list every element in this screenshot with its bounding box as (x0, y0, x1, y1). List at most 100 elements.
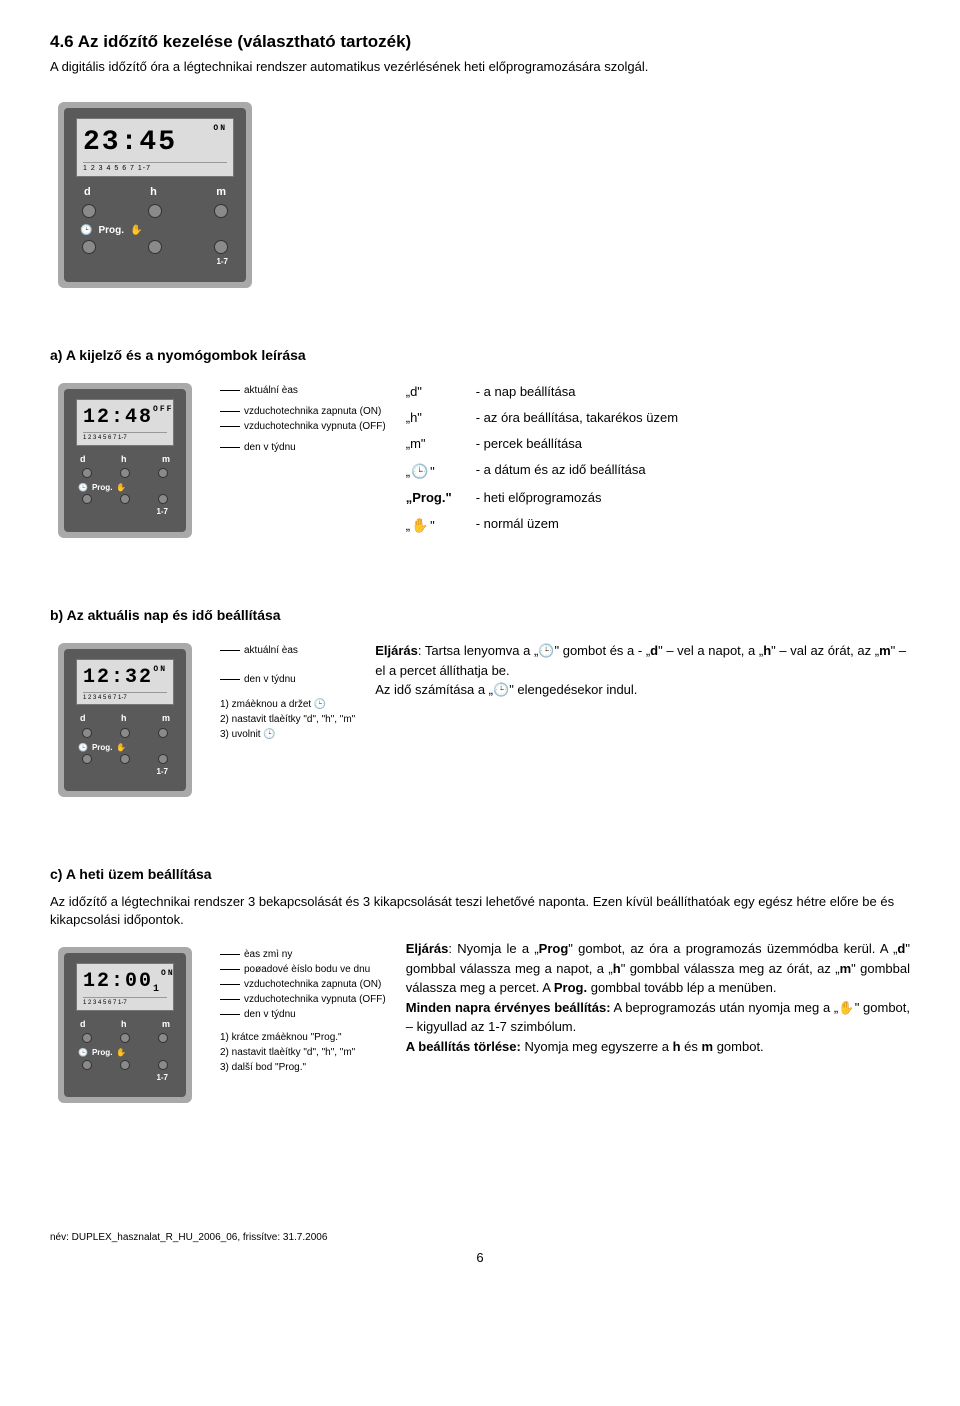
c-p2b: A beprogramozás után nyomja meg a „ (611, 1000, 839, 1015)
label-1-7: 1-7 (76, 254, 234, 267)
ann-b-s1: 1) zmáèknou a držet 🕒 (220, 697, 355, 712)
button-prog-c[interactable] (120, 1060, 130, 1070)
ann-c4: den v týdnu (244, 1007, 296, 1022)
b-t1h: m (879, 643, 891, 658)
button-prog-b[interactable] (120, 754, 130, 764)
ann-a3: vzduchotechnika vypnuta (OFF) (244, 419, 386, 434)
label-d-b: d (80, 712, 86, 725)
clock-icon: 🕒 (80, 224, 92, 238)
def-m-k: „m" (406, 431, 476, 457)
annotations-c: èas zmì ny poøadové èíslo bodu ve dnu vz… (220, 939, 386, 1075)
label-m-c: m (162, 1018, 170, 1031)
def-d-k: „d" (406, 379, 476, 405)
b-t1c: " gombot és a - „ (555, 643, 651, 658)
button-d-a[interactable] (82, 468, 92, 478)
def-m-v: - percek beállítása (476, 431, 582, 457)
button-hand-a[interactable] (158, 494, 168, 504)
ann-b-s2: 2) nastavit tlaèítky "d", "h", "m" (220, 712, 355, 727)
button-prog[interactable] (148, 240, 162, 254)
b-t1f: h (763, 643, 771, 658)
clock-icon: 🕒 (78, 742, 88, 753)
button-m-a[interactable] (158, 468, 168, 478)
timer-device-a: 12:48 OFF 1 2 3 4 5 6 7 1-7 d h m 🕒 Pro (50, 375, 200, 545)
button-prog-a[interactable] (120, 494, 130, 504)
label-1-7-c: 1-7 (76, 1070, 174, 1083)
button-m-b[interactable] (158, 728, 168, 738)
button-d-b[interactable] (82, 728, 92, 738)
button-hand[interactable] (214, 240, 228, 254)
def-h-k: „h" (406, 405, 476, 431)
label-m-b: m (162, 712, 170, 725)
ann-c-s1: 1) krátce zmáèknou "Prog." (220, 1030, 386, 1045)
button-d-c[interactable] (82, 1033, 92, 1043)
button-clock-b[interactable] (82, 754, 92, 764)
button-h-c[interactable] (120, 1033, 130, 1043)
annotations-b: aktuální èas den v týdnu 1) zmáèknou a d… (220, 635, 355, 742)
section-c-title: c) A heti üzem beállítása (50, 865, 910, 885)
b-t2a: Az idő számítása a „ (375, 682, 493, 697)
label-h: h (150, 185, 157, 200)
button-clock-c[interactable] (82, 1060, 92, 1070)
c-p1b: : Nyomja le a „ (448, 941, 538, 956)
page-number: 6 (50, 1249, 910, 1267)
b-t1d: d (650, 643, 658, 658)
ann-a2: vzduchotechnika zapnuta (ON) (244, 404, 381, 419)
hand-icon: ✋ (130, 224, 142, 238)
def-prog-k: „Prog." (406, 485, 476, 511)
button-h-a[interactable] (120, 468, 130, 478)
b-t1b: : Tartsa lenyomva a „ (418, 643, 538, 658)
section-b-text: Eljárás: Tartsa lenyomva a „🕒" gombot és… (375, 635, 910, 700)
b-t1e: " – vel a napot, a „ (658, 643, 763, 658)
label-m: m (216, 185, 226, 200)
button-hand-c[interactable] (158, 1060, 168, 1070)
button-m-c[interactable] (158, 1033, 168, 1043)
label-prog-b: Prog. (92, 742, 112, 753)
section-b-title: b) Az aktuális nap és idő beállítása (50, 606, 910, 626)
lcd-on-c: ON (161, 968, 175, 979)
lcd-on-b: ON (153, 664, 167, 675)
label-1-7-b: 1-7 (76, 764, 174, 777)
c-p1d: " gombot, az óra a programozás üzemmódba… (568, 941, 897, 956)
label-prog: Prog. (98, 224, 124, 238)
hand-icon: ✋ (410, 511, 430, 539)
lcd-time-c: 12:001 (83, 968, 161, 997)
button-m[interactable] (214, 204, 228, 218)
lcd-sub-c: 1 (153, 984, 161, 995)
lcd-days-c: 1 2 3 4 5 6 7 1-7 (83, 997, 167, 1007)
c-p1a: Eljárás (406, 941, 449, 956)
ann-c2: vzduchotechnika zapnuta (ON) (244, 977, 381, 992)
label-1-7-a: 1-7 (76, 504, 174, 517)
section-4-6-intro: A digitális időzítő óra a légtechnikai r… (50, 58, 910, 76)
button-h-b[interactable] (120, 728, 130, 738)
c-p1h: " gombbal válassza meg az órát, az „ (621, 961, 840, 976)
section-4-6-title: 4.6 Az időzítő kezelése (választható tar… (50, 30, 910, 54)
b-eljaras: Eljárás (375, 643, 418, 658)
hand-icon: ✋ (116, 1047, 126, 1058)
label-d-c: d (80, 1018, 86, 1031)
button-hand-b[interactable] (158, 754, 168, 764)
button-d[interactable] (82, 204, 96, 218)
section-c-intro: Az időzítő a légtechnikai rendszer 3 bek… (50, 893, 910, 929)
button-clock-a[interactable] (82, 494, 92, 504)
clock-icon: 🕒 (538, 643, 554, 658)
lcd-on-indicator: ON (213, 123, 227, 134)
clock-icon: 🕒 (493, 682, 509, 697)
b-t2b: " elengedésekor indul. (509, 682, 637, 697)
footer-filename: név: DUPLEX_hasznalat_R_HU_2006_06, fris… (50, 1231, 910, 1245)
section-c-text: Eljárás: Nyomja le a „Prog" gombot, az ó… (406, 939, 910, 1056)
ann-a1: aktuální èas (244, 383, 298, 398)
c-p3d: és (681, 1039, 702, 1054)
label-d-a: d (80, 453, 86, 466)
timer-device-c: 12:001 ON 1 2 3 4 5 6 7 1-7 d h m 🕒 Prog… (50, 939, 200, 1110)
button-clock[interactable] (82, 240, 96, 254)
annotations-a: aktuální èas vzduchotechnika zapnuta (ON… (220, 375, 386, 455)
b-t1g: " – val az órát, az „ (771, 643, 879, 658)
c-p1k: Prog. (554, 980, 587, 995)
button-h[interactable] (148, 204, 162, 218)
clock-icon: 🕒 (78, 482, 88, 493)
hand-icon: ✋ (116, 742, 126, 753)
c-p3a: A beállítás törlése: (406, 1039, 521, 1054)
ann-c-s3: 3) další bod "Prog." (220, 1060, 386, 1075)
c-p1l: gombbal tovább lép a menüben. (587, 980, 776, 995)
hand-icon: ✋ (838, 1000, 854, 1015)
